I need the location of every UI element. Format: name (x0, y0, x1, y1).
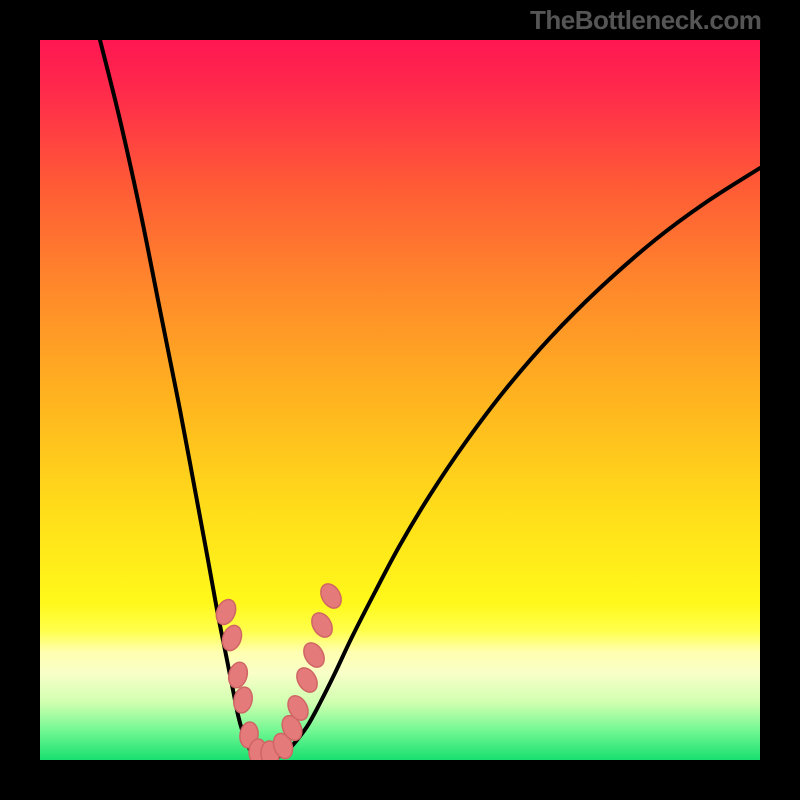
frame-right (760, 0, 800, 800)
frame-left (0, 0, 40, 800)
bottleneck-chart (0, 0, 800, 800)
gradient-background (40, 40, 760, 760)
frame-bottom (0, 760, 800, 800)
watermark-text: TheBottleneck.com (530, 5, 761, 36)
